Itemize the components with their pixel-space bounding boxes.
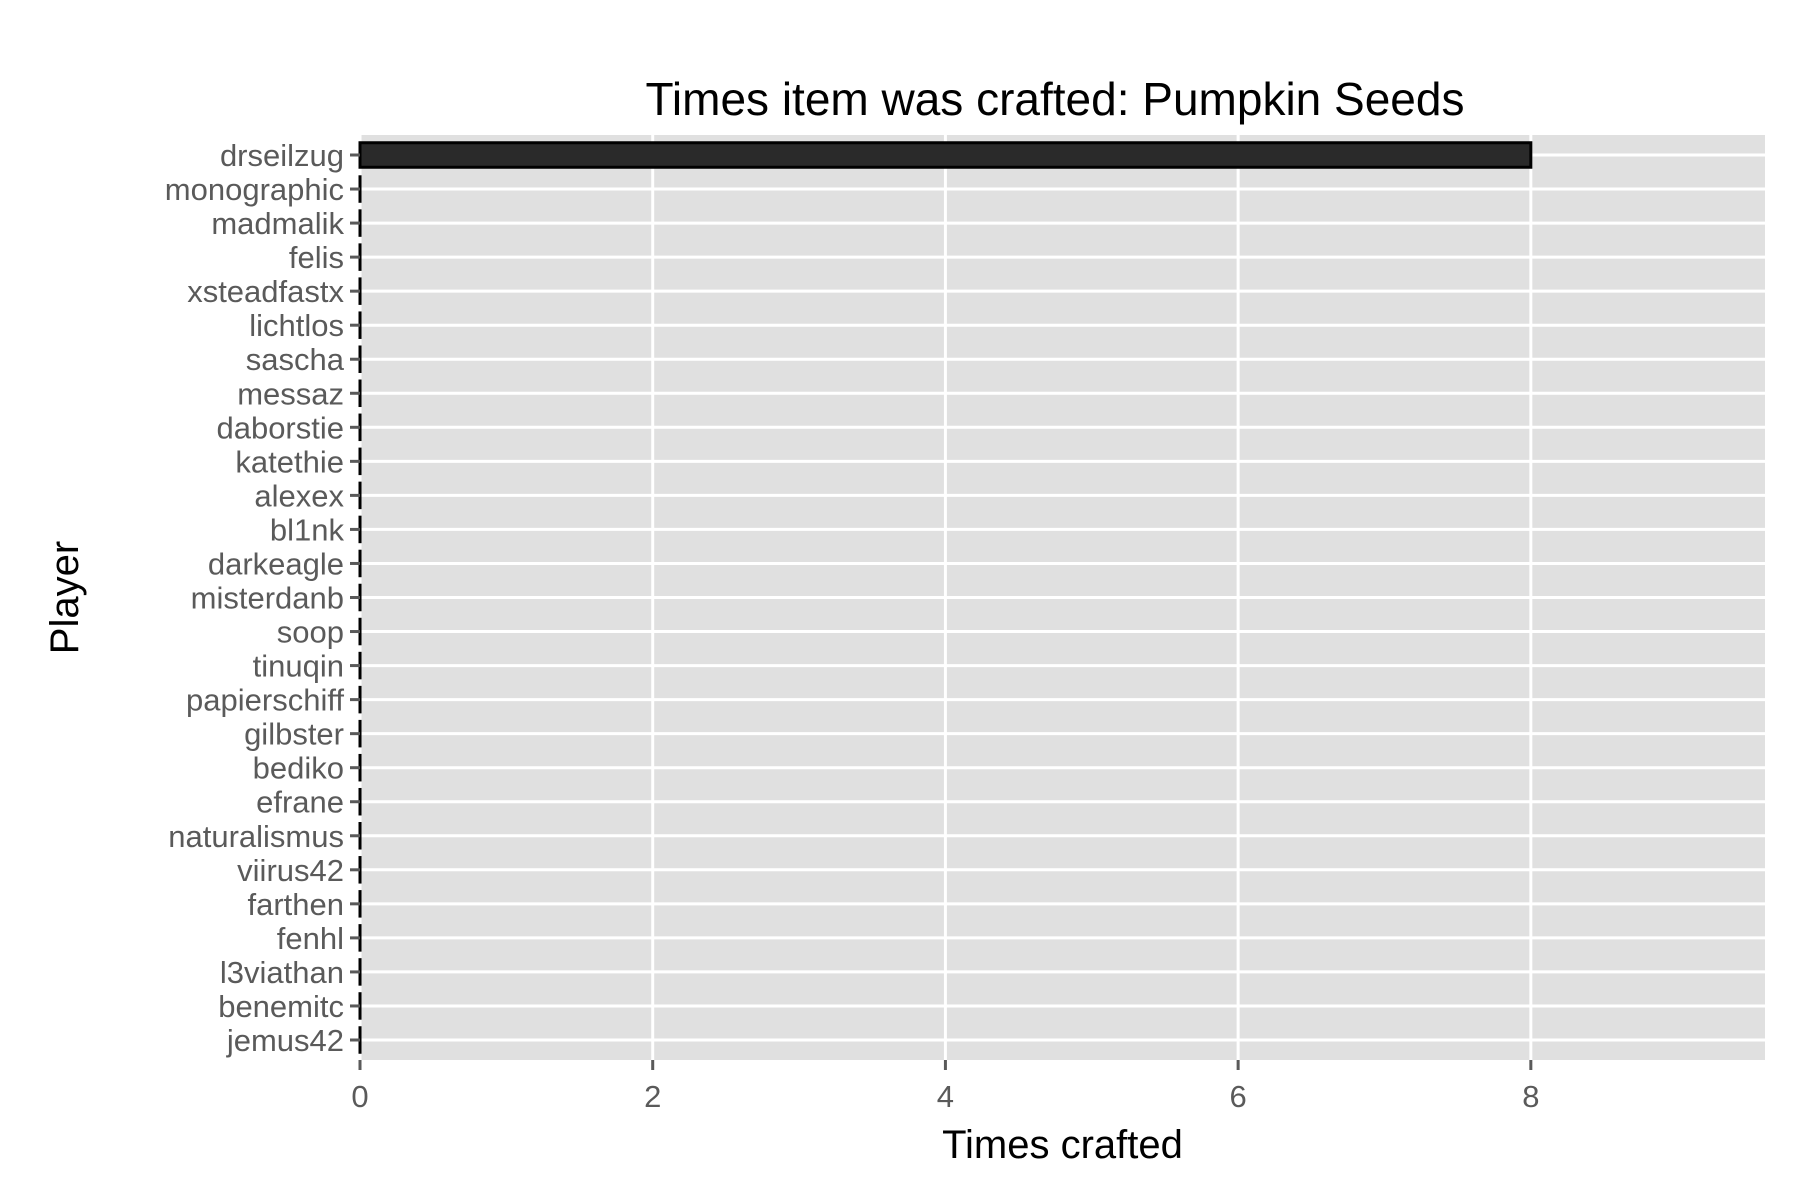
x-tick-label: 8 <box>1522 1079 1539 1114</box>
x-axis-title: Times crafted <box>942 1123 1183 1167</box>
bar <box>358 141 1533 169</box>
y-tick-label: messaz <box>237 376 344 411</box>
chart-title: Times item was crafted: Pumpkin Seeds <box>646 73 1465 125</box>
y-tick-label: gilbster <box>244 717 344 752</box>
y-tick-label: drseilzug <box>220 138 344 173</box>
y-tick-label: bediko <box>253 751 344 786</box>
y-tick-label: lichtlos <box>249 308 344 343</box>
x-tick-label: 0 <box>351 1079 368 1114</box>
x-tick-label: 6 <box>1230 1079 1247 1114</box>
y-tick-label: sascha <box>246 342 345 377</box>
y-tick-label: daborstie <box>216 410 344 445</box>
y-tick-label: efrane <box>256 785 344 820</box>
y-tick-label: benemitc <box>218 989 344 1024</box>
y-axis-title: Player <box>43 541 87 654</box>
y-tick-label: papierschiff <box>186 683 344 718</box>
x-axis: 0 2 4 6 8 <box>351 1060 1539 1114</box>
y-tick-label: katethie <box>235 444 344 479</box>
y-tick-label: farthen <box>247 887 344 922</box>
y-tick-label: tinuqin <box>253 649 344 684</box>
y-tick-label: bl1nk <box>270 512 345 547</box>
bars <box>358 141 1533 1054</box>
y-tick-label: viirus42 <box>237 853 344 888</box>
y-tick-label: darkeagle <box>208 546 344 581</box>
y-tick-label: fenhl <box>277 921 344 956</box>
y-tick-label: monographic <box>165 172 344 207</box>
y-tick-label: l3viathan <box>220 955 344 990</box>
y-tick-label: naturalismus <box>168 819 344 854</box>
gridlines <box>358 135 1765 1060</box>
y-tick-label: soop <box>277 615 344 650</box>
x-tick-label: 4 <box>937 1079 954 1114</box>
y-tick-label: misterdanb <box>191 581 344 616</box>
y-tick-label: felis <box>289 240 344 275</box>
y-tick-label: madmalik <box>211 206 344 241</box>
y-tick-label: jemus42 <box>226 1023 344 1058</box>
x-tick-label: 2 <box>644 1079 661 1114</box>
y-tick-label: alexex <box>254 478 344 513</box>
y-axis: drseilzugmonographicmadmalikfelisxsteadf… <box>165 138 360 1058</box>
y-tick-label: xsteadfastx <box>187 274 344 309</box>
